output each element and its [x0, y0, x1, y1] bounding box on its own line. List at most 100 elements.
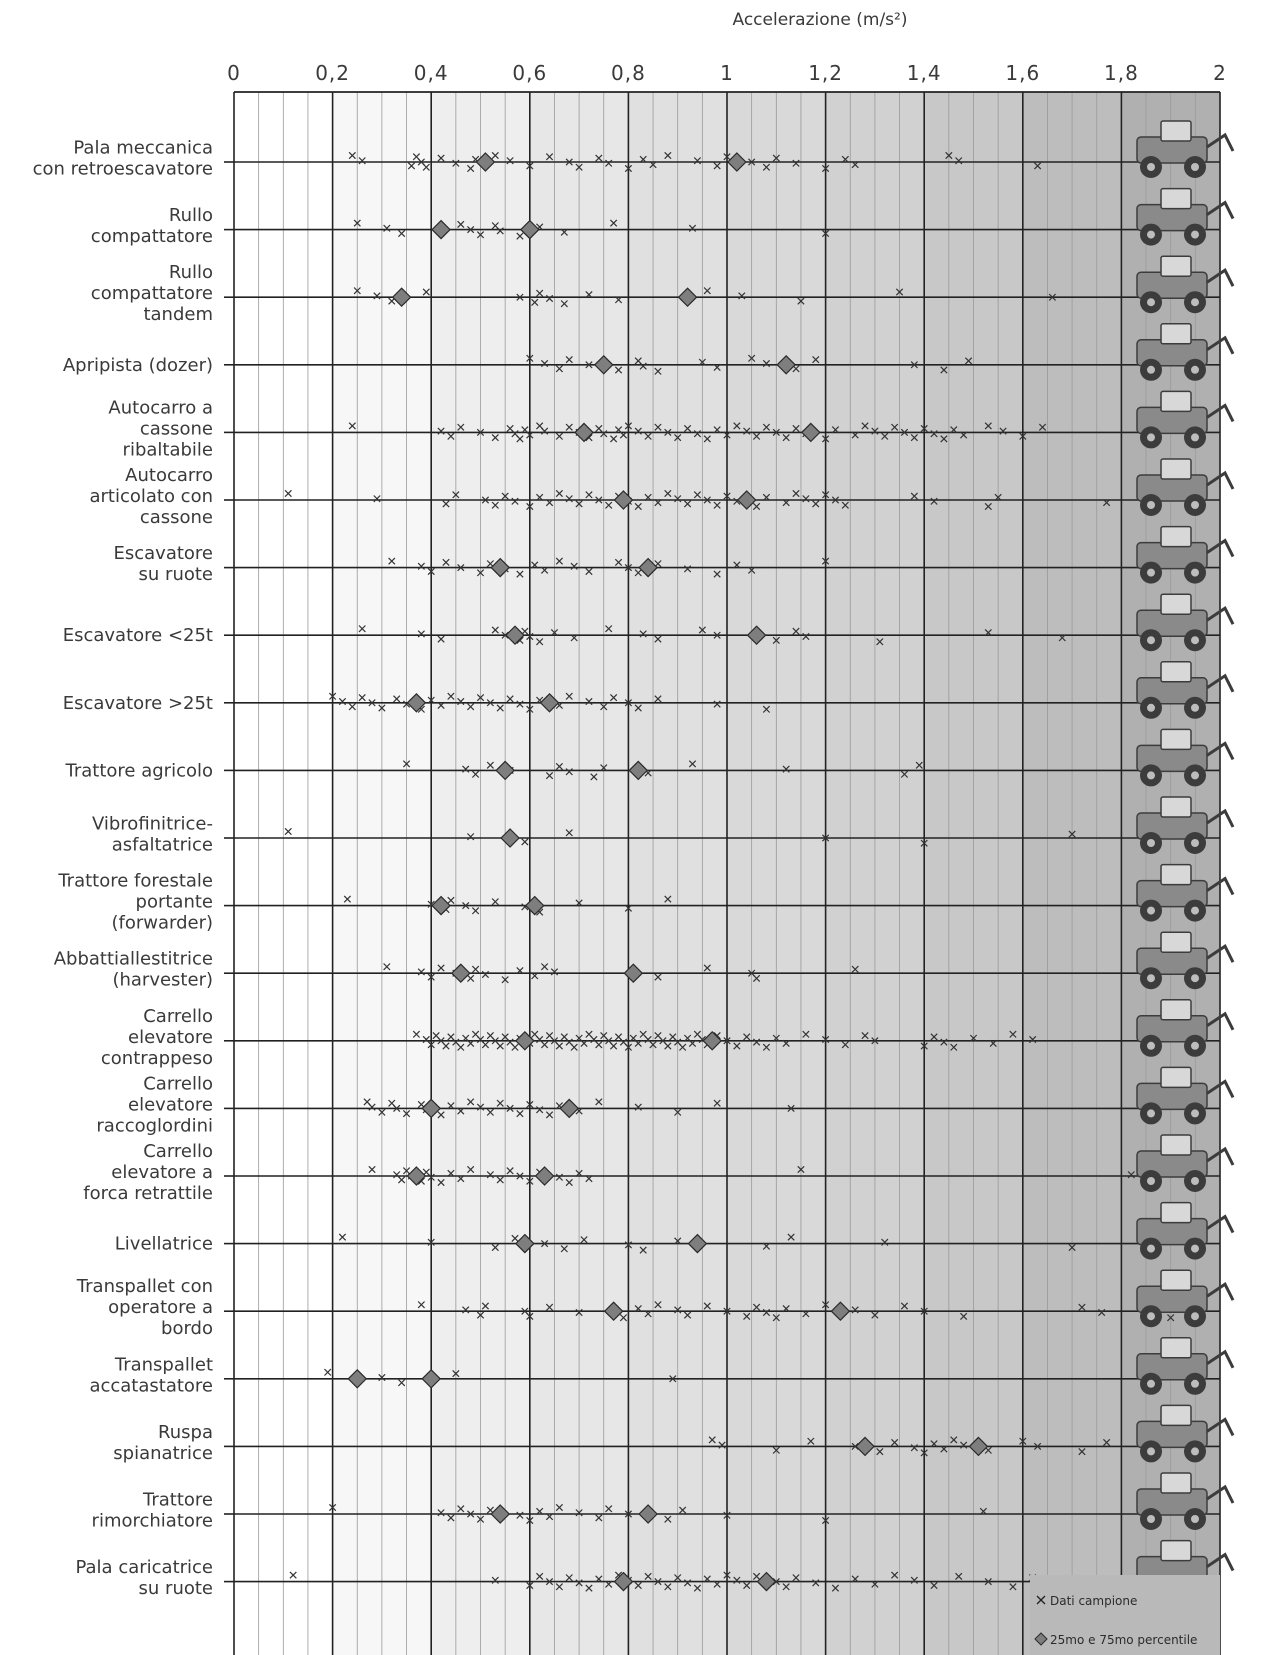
category-label-line: Trattore agricolo: [65, 760, 214, 781]
sample-marker: [713, 1580, 721, 1588]
sample-marker: [609, 693, 618, 702]
percentile-25-marker: [593, 354, 614, 375]
category-row: [224, 422, 1220, 443]
sample-marker: [348, 703, 356, 711]
sample-marker: [703, 1302, 711, 1310]
sample-marker: [516, 1172, 524, 1180]
sample-marker: [772, 1034, 780, 1042]
sample-marker: [703, 496, 711, 504]
sample-marker: [545, 498, 554, 507]
sample-marker: [871, 427, 879, 435]
sample-marker: [634, 1103, 642, 1111]
sample-marker: [762, 423, 771, 431]
sample-marker: [639, 155, 647, 164]
sample-marker: [693, 430, 702, 438]
sample-marker: [417, 1301, 425, 1309]
sample-marker: [565, 1178, 573, 1187]
sample-marker: [476, 1103, 485, 1111]
category-label-line: Trattore: [142, 1490, 213, 1511]
sample-marker: [752, 432, 761, 440]
sample-marker: [467, 1039, 475, 1048]
sample-marker: [383, 224, 391, 232]
category-row: [224, 963, 1220, 984]
sample-marker: [624, 699, 633, 707]
percentile-25-marker: [431, 895, 451, 916]
category-label: Vibrofinitrice-asfaltatrice: [92, 814, 213, 856]
category-label-line: Carrello: [143, 1141, 213, 1162]
category-label: Rullo compattatore: [91, 205, 213, 247]
sample-marker: [471, 770, 480, 778]
sample-marker: [565, 495, 573, 503]
sample-marker: [348, 422, 356, 430]
sample-marker: [402, 1109, 411, 1118]
sample-marker: [570, 634, 578, 642]
percentile-25-marker: [505, 625, 525, 646]
sample-marker: [447, 1102, 455, 1110]
percentile-25-marker: [613, 490, 634, 510]
sample-marker: [762, 1308, 771, 1317]
x-tick-label: 0,6: [512, 61, 547, 85]
sample-marker: [733, 422, 741, 430]
roller-icon: [1136, 187, 1235, 246]
paver-icon: [1136, 796, 1235, 854]
sample-marker: [437, 1509, 445, 1517]
category-label-line: rimorchiatore: [92, 1511, 213, 1532]
percentile-75-marker: [736, 490, 757, 510]
category-label-line: articolato con: [89, 486, 213, 507]
sample-marker: [664, 1042, 672, 1050]
category-label: Pala meccanica con retroescavatore: [33, 138, 213, 180]
sample-marker: [526, 162, 534, 170]
sample-marker: [772, 154, 780, 162]
sample-marker: [545, 294, 554, 303]
category-row: [224, 895, 1220, 916]
sample-marker: [486, 761, 494, 769]
sample-marker: [402, 760, 411, 768]
category-rows: [224, 151, 1220, 1592]
category-label-line: raccoglordini: [96, 1115, 213, 1136]
sample-marker: [417, 562, 425, 570]
sample-marker: [526, 705, 534, 713]
sample-marker: [536, 289, 544, 297]
sample-marker: [748, 158, 756, 166]
sample-marker: [664, 895, 672, 903]
sample-marker: [654, 1577, 662, 1586]
harvester-icon: [1136, 931, 1235, 990]
sample-marker: [437, 1111, 445, 1119]
sample-marker: [674, 1108, 682, 1116]
sample-marker: [930, 497, 938, 505]
sample-marker: [378, 704, 386, 712]
sample-marker: [358, 693, 366, 702]
sample-marker: [713, 1099, 721, 1107]
sample-marker: [412, 1030, 421, 1038]
percentile-25-marker: [613, 1571, 634, 1592]
category-label-line: forca retrattile: [83, 1183, 213, 1204]
sample-marker: [674, 1574, 682, 1582]
sample-marker: [575, 1169, 583, 1178]
sample-marker: [457, 1174, 465, 1183]
sample-marker: [693, 157, 702, 165]
sample-marker: [373, 495, 381, 503]
sample-marker: [545, 1303, 554, 1311]
category-label-line: spianatrice: [113, 1443, 213, 1464]
sample-marker: [328, 692, 337, 700]
sample-marker: [447, 1169, 455, 1178]
sample-marker: [900, 770, 909, 778]
sample-marker: [851, 1575, 859, 1583]
category-row: [224, 827, 1220, 848]
category-row: [224, 1503, 1220, 1525]
sample-marker: [940, 366, 948, 374]
x-tick-label: 0,4: [414, 61, 449, 85]
sample-marker: [945, 151, 953, 160]
sample-marker: [555, 1583, 564, 1591]
category-label-line: Escavatore >25t: [63, 693, 213, 714]
sample-marker: [698, 358, 706, 366]
sample-marker: [772, 1314, 780, 1322]
sample-marker: [324, 1368, 332, 1376]
sample-marker: [575, 163, 583, 171]
category-label-line: Pala caricatrice: [75, 1557, 213, 1578]
sample-marker: [1033, 1442, 1042, 1451]
sample-marker: [457, 697, 465, 706]
percentile-75-marker: [524, 895, 545, 916]
sample-marker: [555, 557, 564, 565]
sample-marker: [555, 1173, 564, 1181]
